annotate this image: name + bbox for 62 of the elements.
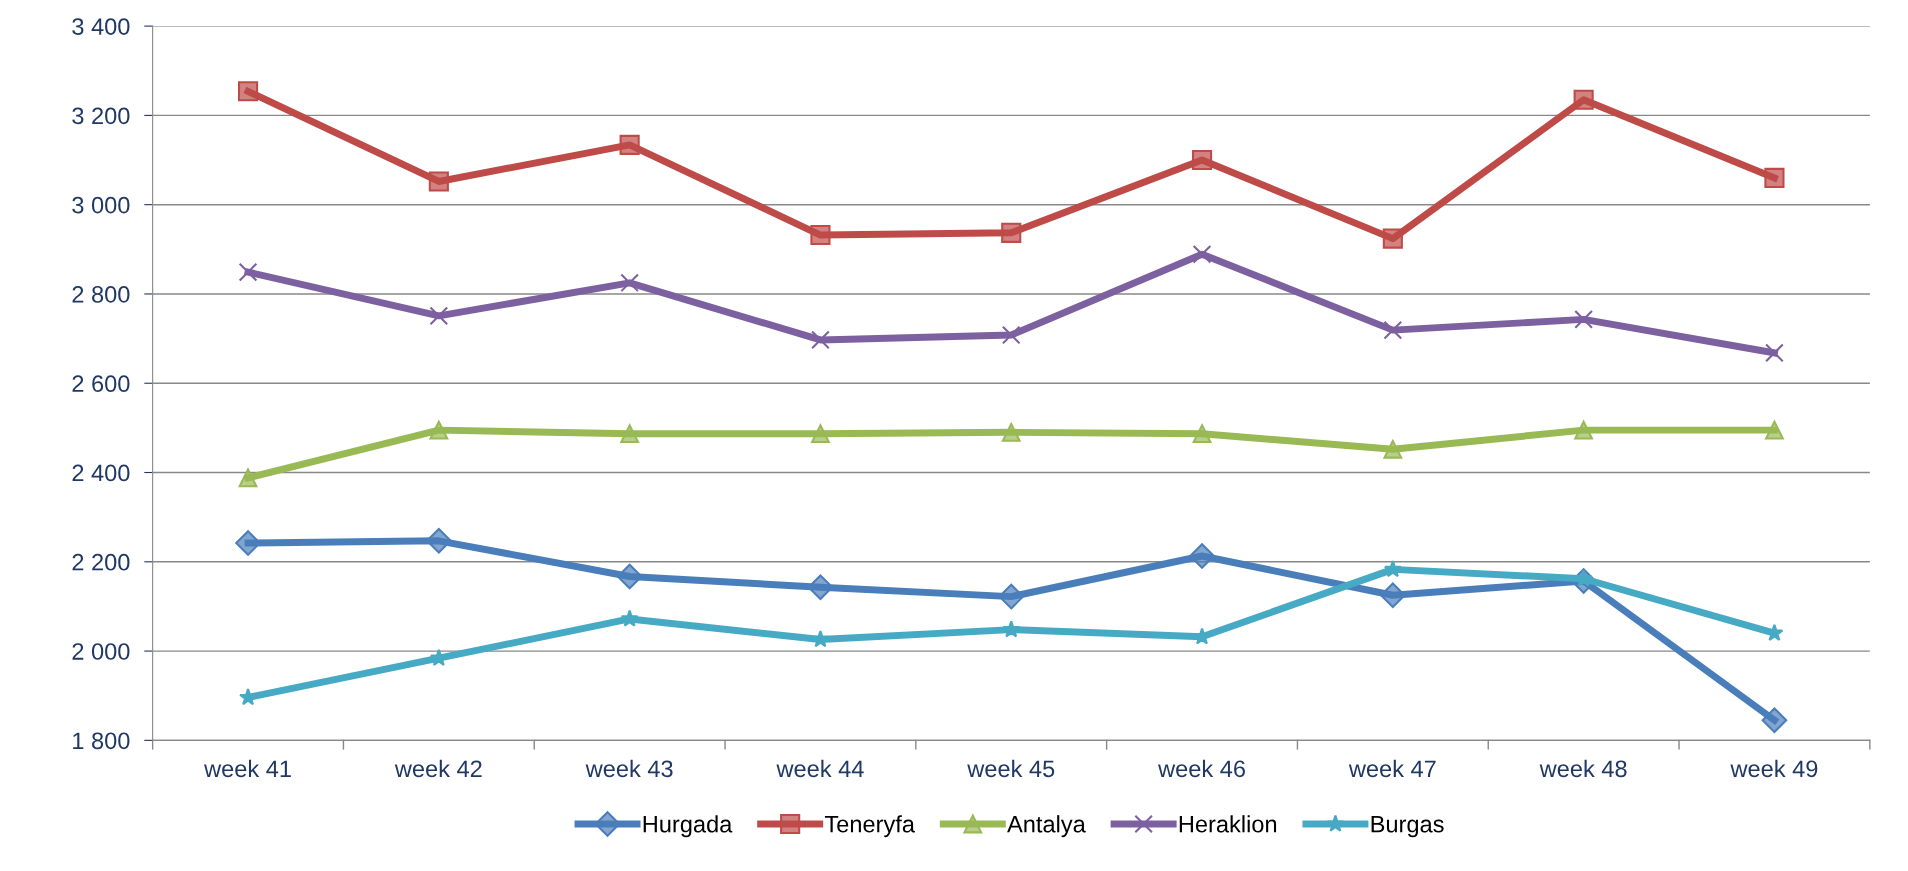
legend-label: Antalya — [1007, 815, 1086, 838]
point — [620, 273, 640, 293]
x-tick-label: week 46 — [1158, 759, 1245, 778]
point — [620, 424, 640, 444]
x-tick-label: week 49 — [1730, 759, 1818, 778]
point — [1001, 222, 1022, 243]
point — [1001, 422, 1021, 442]
point — [1574, 420, 1594, 440]
point — [428, 171, 449, 192]
point — [811, 424, 830, 444]
y-tick-label: 2 400 — [72, 464, 130, 482]
point — [807, 574, 834, 601]
point — [1192, 244, 1212, 264]
x-tick-label: week 43 — [585, 759, 673, 778]
y-tick-label: 2 800 — [72, 286, 130, 303]
point — [1189, 543, 1215, 569]
point — [1001, 325, 1021, 345]
point — [1574, 310, 1594, 329]
x-tick-label: week 47 — [1348, 759, 1436, 778]
point — [1383, 560, 1402, 578]
point — [1380, 582, 1406, 609]
x-tick-label: week 44 — [776, 759, 864, 778]
point — [1764, 167, 1785, 188]
point — [619, 134, 640, 155]
legend-label: Burgas — [1371, 816, 1444, 838]
point — [998, 583, 1025, 610]
point — [238, 262, 258, 282]
y-tick-label: 3 200 — [72, 107, 130, 125]
y-tick-label: 2 600 — [72, 375, 130, 393]
point — [1192, 424, 1212, 444]
point — [426, 527, 452, 554]
point — [620, 609, 639, 627]
point — [1573, 89, 1594, 110]
point — [811, 330, 830, 350]
point — [1382, 228, 1403, 249]
point — [1761, 707, 1788, 734]
point — [235, 530, 261, 556]
point — [238, 468, 258, 488]
point — [429, 306, 449, 326]
x-tick-label: week 45 — [967, 759, 1055, 778]
x-tick-label: week 48 — [1539, 759, 1627, 778]
legend-label: Hurgada — [643, 815, 733, 838]
y-tick-label: 2 000 — [72, 643, 130, 660]
y-tick-label: 3 000 — [72, 196, 130, 214]
point — [1002, 620, 1021, 638]
y-tick-label: 1 800 — [73, 732, 130, 750]
legend-label: Teneryfa — [824, 815, 915, 838]
legend-label: Heraklion — [1179, 815, 1277, 833]
point — [1383, 320, 1403, 340]
y-tick-label: 3 400 — [72, 18, 130, 35]
x-tick-label: week 42 — [394, 759, 482, 778]
point — [810, 224, 831, 246]
point — [429, 420, 449, 440]
point — [1765, 343, 1784, 363]
y-tick-label: 2 200 — [72, 553, 130, 571]
point — [811, 630, 830, 648]
point — [237, 81, 259, 102]
point — [616, 563, 643, 590]
point — [1765, 420, 1784, 440]
x-tick-label: week 41 — [204, 759, 291, 778]
point — [1191, 149, 1213, 171]
point — [1383, 439, 1403, 459]
